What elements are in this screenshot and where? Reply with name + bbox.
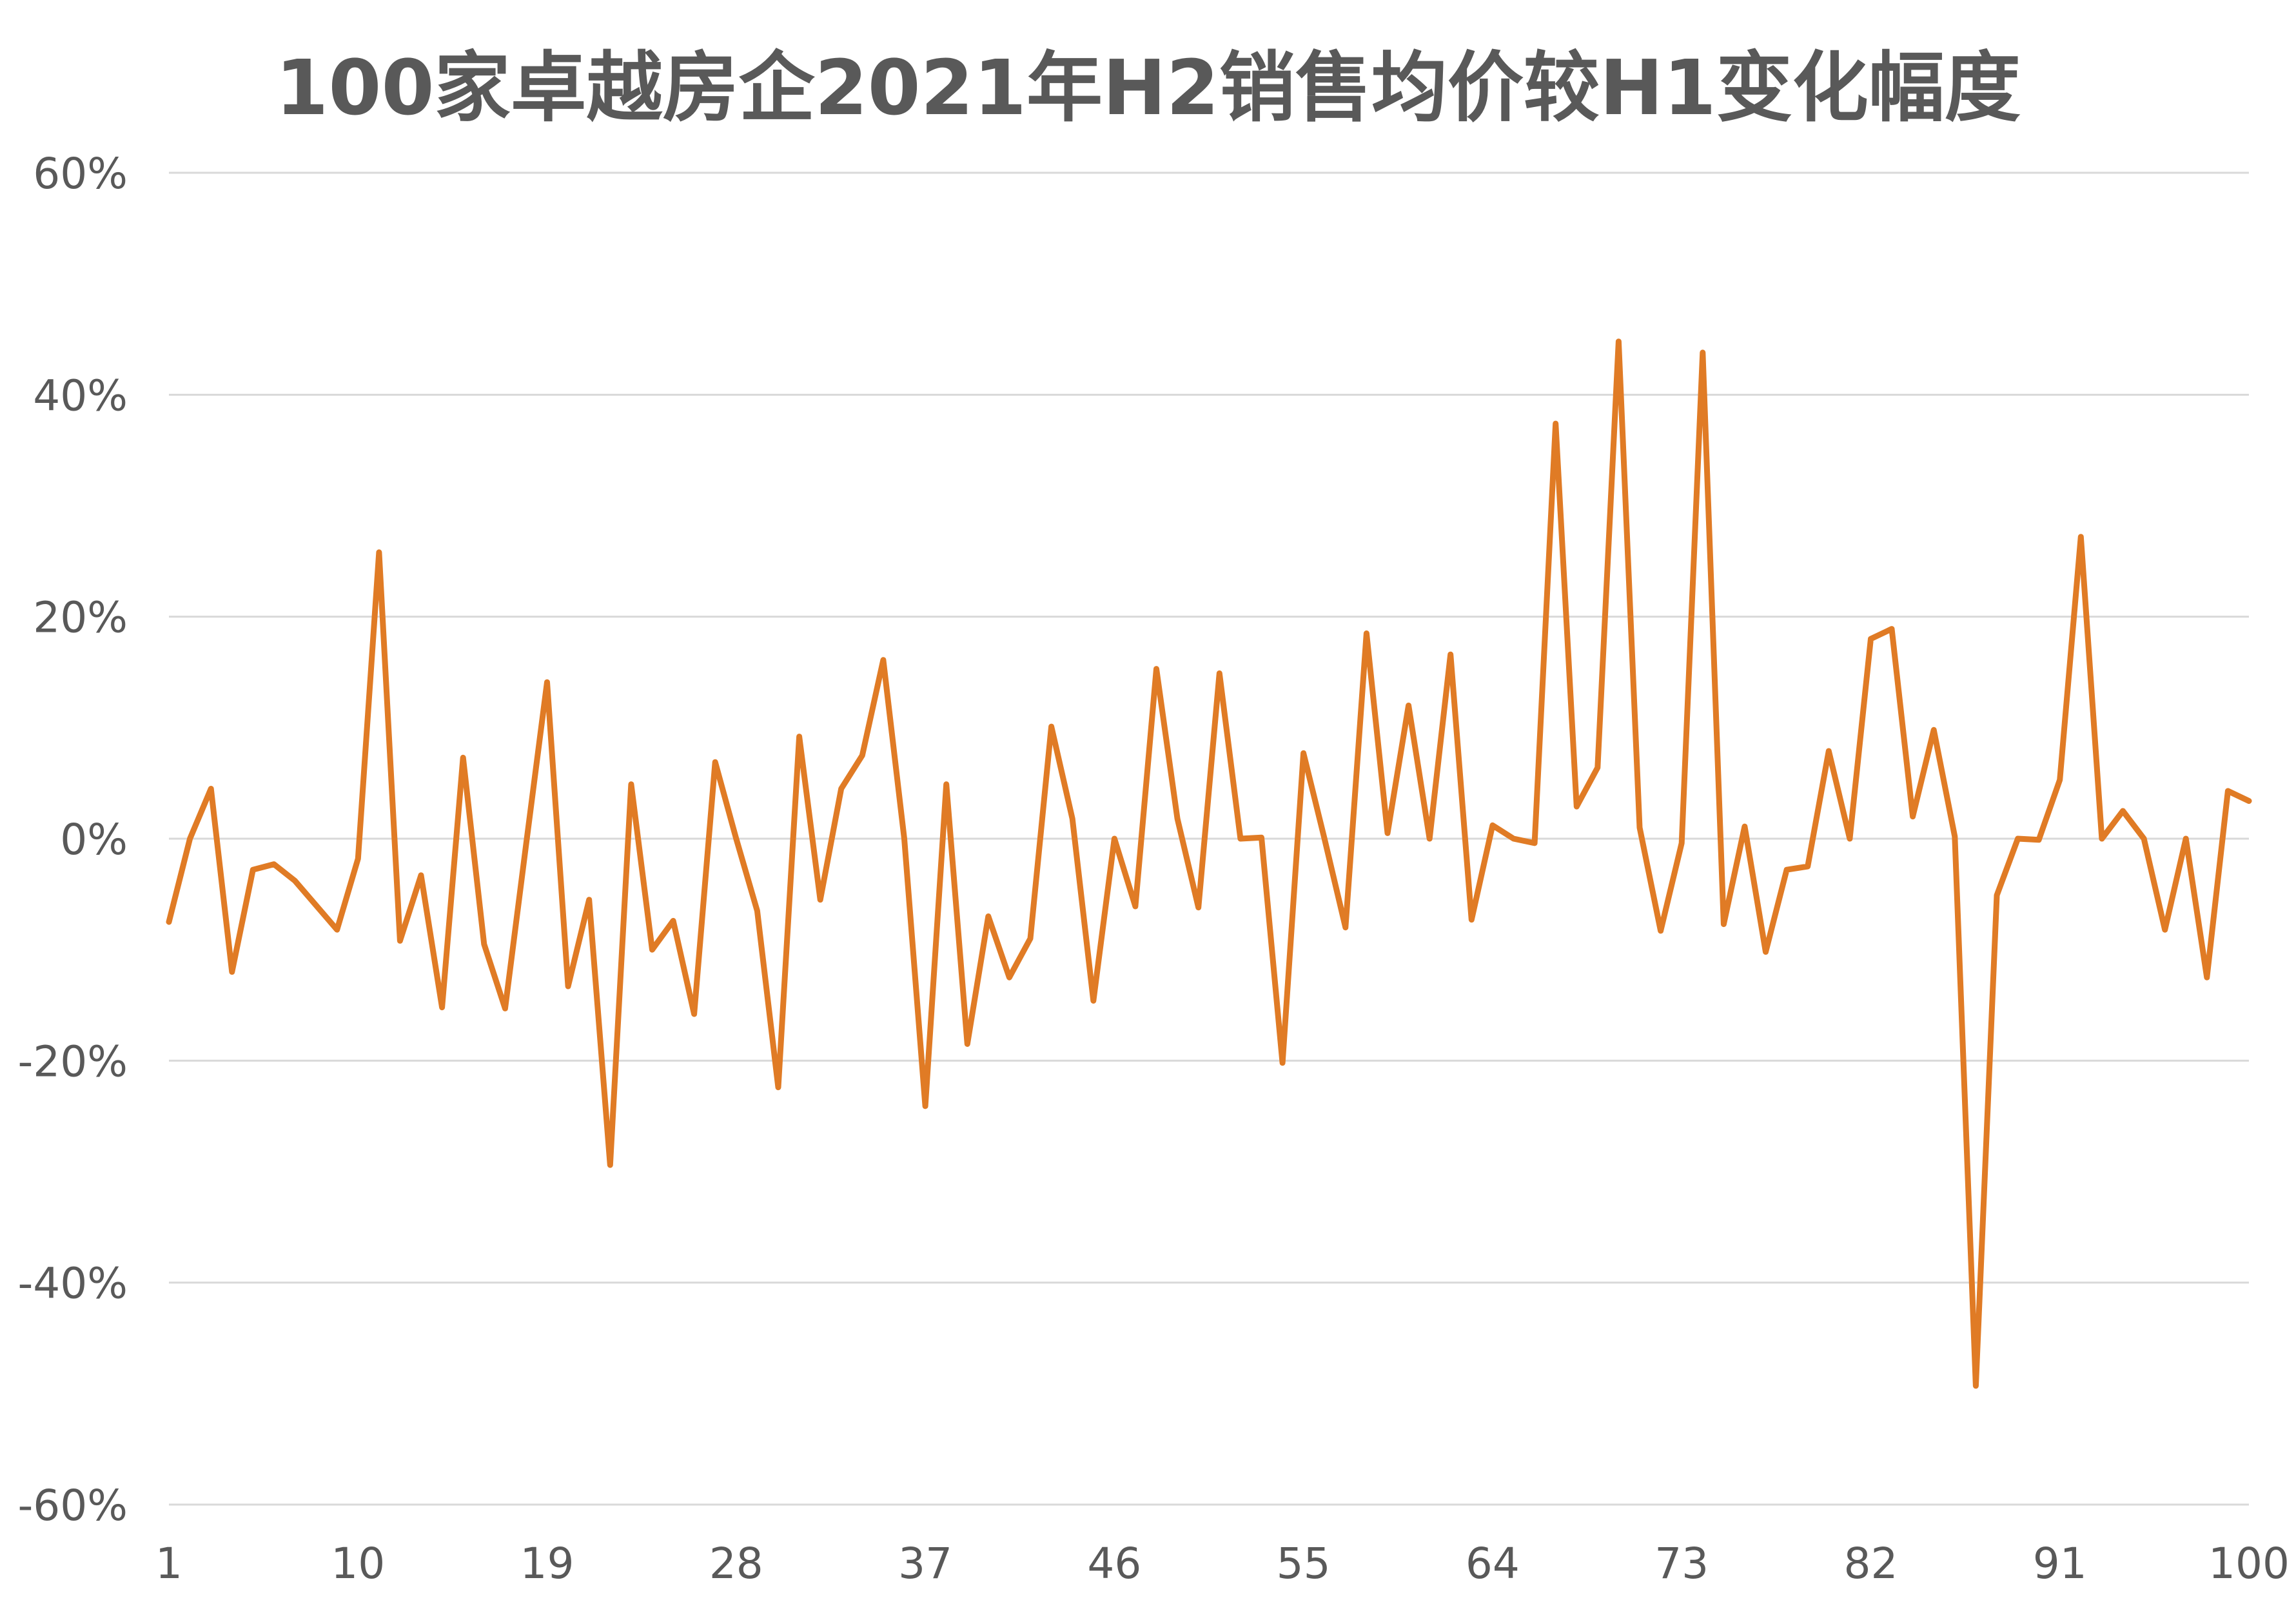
y-tick-label: 20%: [33, 593, 128, 643]
series-layer: [166, 338, 2252, 1389]
x-tick-label: 1: [155, 1539, 182, 1588]
y-tick-label: 0%: [60, 815, 128, 864]
gridlines: [169, 171, 2249, 1506]
x-tick-label: 55: [1277, 1539, 1331, 1588]
x-tick-label: 19: [520, 1539, 574, 1588]
y-tick-label: 40%: [33, 371, 128, 420]
x-tick-label: 100: [2208, 1539, 2290, 1588]
series-line: [166, 338, 2252, 1389]
x-tick-label: 28: [709, 1539, 763, 1588]
x-axis-tick-labels: 1 10 19 28 37 46 55 64 73 82 91 100: [155, 1539, 2290, 1588]
x-tick-label: 82: [1843, 1539, 1898, 1588]
x-tick-label: 46: [1087, 1539, 1141, 1588]
chart-title: 100家卓越房企2021年H2销售均价较H1变化幅度: [275, 43, 2021, 132]
x-tick-label: 37: [898, 1539, 952, 1588]
y-tick-label: 60%: [33, 149, 128, 199]
y-tick-label: -40%: [17, 1259, 128, 1309]
x-tick-label: 10: [331, 1539, 385, 1588]
data-points: [168, 341, 2250, 1386]
x-tick-label: 64: [1466, 1539, 1520, 1588]
x-tick-label: 91: [2033, 1539, 2087, 1588]
y-tick-label: -20%: [17, 1037, 128, 1086]
x-tick-label: 73: [1654, 1539, 1709, 1588]
y-axis-tick-labels: 60% 40% 20% 0% -20% -40% -60%: [17, 149, 128, 1530]
y-tick-label: -60%: [17, 1481, 128, 1530]
